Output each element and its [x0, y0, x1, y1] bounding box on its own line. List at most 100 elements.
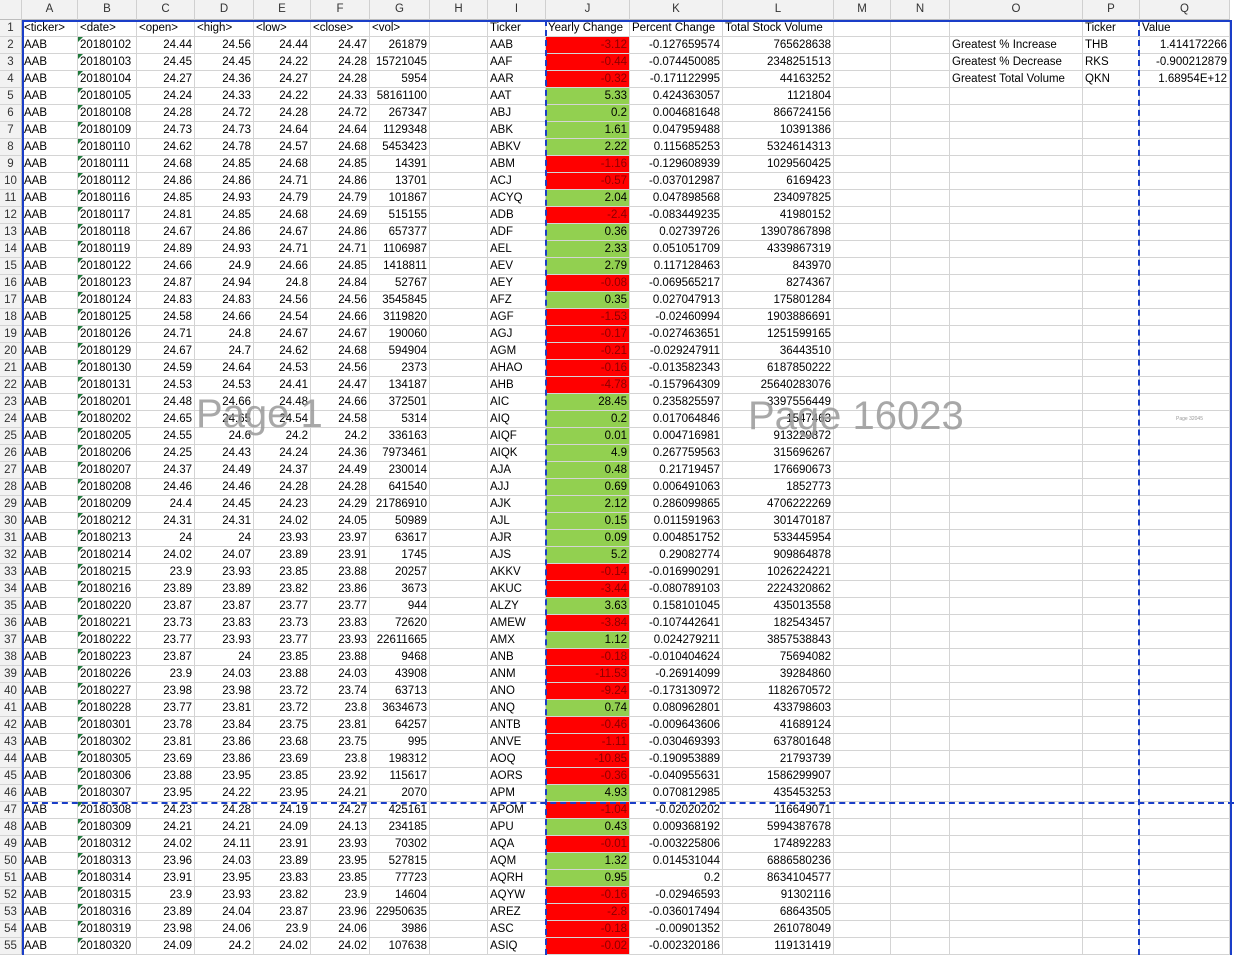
data-cell-E[interactable]: 24.71 [254, 241, 311, 258]
total-volume-cell[interactable]: 44163252 [723, 71, 834, 88]
total-volume-cell[interactable]: 176690673 [723, 462, 834, 479]
cell-M[interactable] [834, 377, 891, 394]
data-cell-A[interactable]: AAB [22, 258, 78, 275]
total-volume-cell[interactable]: 6187850222 [723, 360, 834, 377]
data-cell-D[interactable]: 24.83 [195, 292, 254, 309]
data-cell-B[interactable]: 20180213 [78, 530, 137, 547]
cell-H[interactable] [430, 462, 488, 479]
total-volume-cell[interactable]: 909864878 [723, 547, 834, 564]
data-cell-G[interactable]: 72620 [370, 615, 430, 632]
data-cell-C[interactable]: 24.27 [137, 71, 195, 88]
percent-change-cell[interactable]: 0.004851752 [630, 530, 723, 547]
total-volume-cell[interactable]: 435013558 [723, 598, 834, 615]
cell-N[interactable] [891, 751, 950, 768]
percent-change-cell[interactable]: 0.267759563 [630, 445, 723, 462]
cell-Q[interactable] [1140, 904, 1230, 921]
data-cell-C[interactable]: 24.24 [137, 88, 195, 105]
data-cell-C[interactable]: 24.23 [137, 802, 195, 819]
cell-O[interactable] [950, 139, 1083, 156]
data-cell-G[interactable]: 198312 [370, 751, 430, 768]
data-cell-A[interactable]: AAB [22, 615, 78, 632]
total-volume-cell[interactable]: 1026224221 [723, 564, 834, 581]
percent-change-cell[interactable]: -0.069565217 [630, 275, 723, 292]
total-volume-cell[interactable]: 1121804 [723, 88, 834, 105]
yearly-change-cell[interactable]: 0.36 [546, 224, 630, 241]
data-cell-F[interactable]: 23.75 [311, 734, 370, 751]
cell-N[interactable] [891, 275, 950, 292]
cell-M[interactable] [834, 887, 891, 904]
data-cell-D[interactable]: 24.22 [195, 785, 254, 802]
cell-M[interactable] [834, 717, 891, 734]
row-header[interactable]: 44 [0, 751, 22, 768]
percent-change-cell[interactable]: -0.003225806 [630, 836, 723, 853]
cell-O[interactable] [950, 275, 1083, 292]
data-cell-D[interactable]: 24.8 [195, 326, 254, 343]
cell-N[interactable] [891, 292, 950, 309]
cell-O[interactable] [950, 156, 1083, 173]
cell-Q[interactable] [1140, 207, 1230, 224]
data-cell-D[interactable]: 24.11 [195, 836, 254, 853]
data-cell-C[interactable]: 24.46 [137, 479, 195, 496]
cell-Q[interactable] [1140, 445, 1230, 462]
data-cell-C[interactable]: 24.81 [137, 207, 195, 224]
cell-O[interactable] [950, 479, 1083, 496]
cell-O[interactable] [950, 343, 1083, 360]
data-cell-A[interactable]: AAB [22, 37, 78, 54]
data-cell-E[interactable]: 23.85 [254, 768, 311, 785]
percent-change-cell[interactable]: -0.173130972 [630, 683, 723, 700]
cell-O[interactable] [950, 853, 1083, 870]
row-header[interactable]: 45 [0, 768, 22, 785]
yearly-change-cell[interactable]: -3.12 [546, 37, 630, 54]
data-cell-G[interactable]: 267347 [370, 105, 430, 122]
row-header[interactable]: 11 [0, 190, 22, 207]
cell-O[interactable] [950, 326, 1083, 343]
column-header-O[interactable]: O [950, 0, 1083, 20]
cell-Q[interactable] [1140, 479, 1230, 496]
data-cell-D[interactable]: 24.66 [195, 309, 254, 326]
total-volume-cell[interactable]: 1547463 [723, 411, 834, 428]
data-cell-G[interactable]: 515155 [370, 207, 430, 224]
data-cell-B[interactable]: 20180307 [78, 785, 137, 802]
data-cell-F[interactable]: 24.58 [311, 411, 370, 428]
cell-N[interactable] [891, 802, 950, 819]
data-cell-G[interactable]: 995 [370, 734, 430, 751]
percent-change-cell[interactable]: 0.117128463 [630, 258, 723, 275]
cell-N[interactable] [891, 258, 950, 275]
total-volume-cell[interactable]: 1852773 [723, 479, 834, 496]
cell-M[interactable] [834, 105, 891, 122]
percent-change-cell[interactable]: 0.424363057 [630, 88, 723, 105]
data-cell-F[interactable]: 24.21 [311, 785, 370, 802]
cell-Q[interactable] [1140, 105, 1230, 122]
cell-O[interactable] [950, 496, 1083, 513]
cell-O[interactable] [950, 768, 1083, 785]
data-cell-E[interactable]: 23.89 [254, 853, 311, 870]
column-header-Q[interactable]: Q [1140, 0, 1230, 20]
yearly-change-cell[interactable]: 1.32 [546, 853, 630, 870]
cell-H[interactable] [430, 292, 488, 309]
data-cell-B[interactable]: 20180111 [78, 156, 137, 173]
column-header-M[interactable]: M [834, 0, 891, 20]
yearly-change-cell[interactable]: -0.44 [546, 54, 630, 71]
cell-N[interactable] [891, 564, 950, 581]
cell-H[interactable] [430, 649, 488, 666]
percent-change-cell[interactable]: -0.016990291 [630, 564, 723, 581]
data-cell-F[interactable]: 23.85 [311, 870, 370, 887]
cell-M[interactable] [834, 462, 891, 479]
total-volume-cell[interactable]: 91302116 [723, 887, 834, 904]
header-cell-H[interactable] [430, 20, 488, 37]
header-cell-Q[interactable]: Value [1140, 20, 1230, 37]
data-cell-G[interactable]: 50989 [370, 513, 430, 530]
cell-M[interactable] [834, 564, 891, 581]
total-volume-cell[interactable]: 41689124 [723, 717, 834, 734]
cell-M[interactable] [834, 904, 891, 921]
data-cell-D[interactable]: 24.72 [195, 105, 254, 122]
column-header-D[interactable]: D [195, 0, 254, 20]
data-cell-D[interactable]: 24.78 [195, 139, 254, 156]
cell-Q[interactable] [1140, 785, 1230, 802]
cell-H[interactable] [430, 717, 488, 734]
data-cell-G[interactable]: 1418811 [370, 258, 430, 275]
percent-change-cell[interactable]: -0.129608939 [630, 156, 723, 173]
data-cell-F[interactable]: 24.2 [311, 428, 370, 445]
cell-M[interactable] [834, 802, 891, 819]
cell-Q[interactable] [1140, 564, 1230, 581]
